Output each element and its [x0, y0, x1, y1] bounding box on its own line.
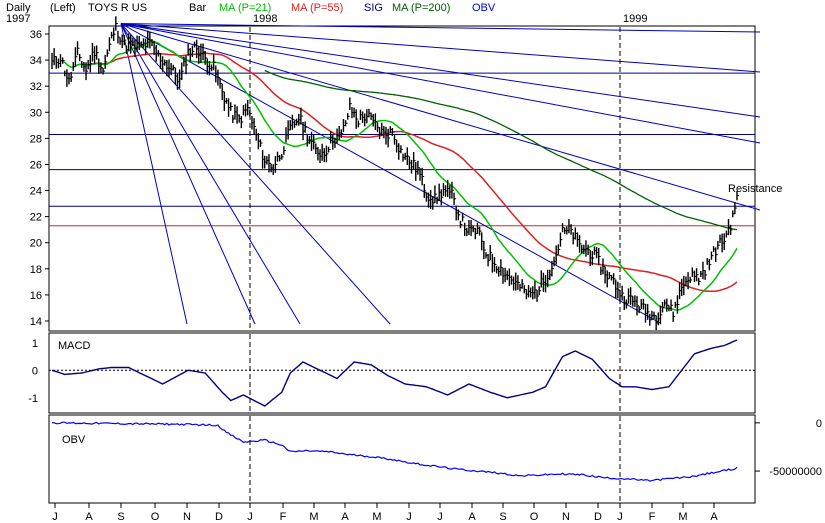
x-month-label: J: [52, 511, 58, 523]
y-tick-label: 24: [30, 186, 42, 198]
resistance-annotation: Resistance: [728, 183, 782, 195]
macd-panel-title: MACD: [58, 340, 90, 352]
fan-line: [120, 23, 761, 73]
ma200-legend: MA (P=200): [392, 2, 450, 14]
x-month-label: M: [309, 511, 318, 523]
obv-line: [51, 421, 738, 482]
obv-panel-title: OBV: [62, 434, 86, 446]
bar-legend: Bar: [189, 2, 206, 14]
ma55-line: [77, 52, 738, 293]
y-tick-label: 36: [30, 29, 42, 41]
x-month-label: M: [678, 511, 687, 523]
y-tick-label: 30: [30, 107, 42, 119]
fan-line: [120, 23, 391, 325]
obv-y-label: -50000000: [769, 466, 822, 478]
ma55-legend: MA (P=55): [291, 2, 343, 14]
x-month-label: D: [215, 511, 223, 523]
year-label-1997: 1997: [6, 13, 30, 25]
scale-label: (Left): [50, 2, 76, 14]
ma200-line: [264, 69, 738, 231]
fan-line: [120, 23, 761, 144]
fan-line: [120, 23, 256, 325]
x-month-label: A: [341, 511, 349, 523]
x-month-label: M: [372, 511, 381, 523]
x-month-label: N: [183, 511, 191, 523]
x-month-label: D: [594, 511, 602, 523]
x-month-label: F: [649, 511, 656, 523]
fan-line: [120, 23, 301, 325]
ma21-line: [62, 40, 738, 311]
y-tick-label: 32: [30, 81, 42, 93]
x-month-label: J: [406, 511, 412, 523]
y-tick-label: 34: [30, 55, 42, 67]
x-month-label: A: [468, 511, 476, 523]
x-month-label: O: [530, 511, 539, 523]
year-label-1999: 1999: [623, 13, 647, 25]
y-tick-label: 14: [30, 316, 42, 328]
period-label: Daily: [6, 2, 31, 14]
y-tick-label: 26: [30, 159, 42, 171]
y-tick-label: 20: [30, 238, 42, 250]
x-month-label: F: [280, 511, 287, 523]
sig-legend: SIG: [364, 2, 383, 14]
y-tick-label: 16: [30, 290, 42, 302]
symbol-label: TOYS R US: [88, 2, 147, 14]
obv-panel-frame: [48, 414, 756, 504]
fan-line: [120, 23, 761, 211]
year-label-1998: 1998: [253, 13, 277, 25]
y-tick-label: 22: [30, 212, 42, 224]
obv-y-label: 0: [816, 418, 822, 430]
ma21-legend: MA (P=21): [219, 2, 271, 14]
x-month-label: J: [437, 511, 443, 523]
fan-line: [120, 23, 188, 325]
y-tick-label: 18: [30, 264, 42, 276]
price-panel-frame: [48, 25, 756, 332]
y-tick-label: 28: [30, 133, 42, 145]
x-month-label: S: [117, 511, 124, 523]
x-month-label: S: [499, 511, 506, 523]
x-month-label: J: [247, 511, 253, 523]
macd-y-label: -1: [28, 393, 38, 405]
macd-y-label: 0: [32, 365, 38, 377]
macd-panel-frame: [48, 332, 756, 414]
x-month-label: A: [85, 511, 93, 523]
x-month-label: J: [617, 511, 623, 523]
fan-line: [120, 23, 761, 118]
x-month-label: N: [562, 511, 570, 523]
x-month-label: A: [710, 511, 718, 523]
macd-y-label: 1: [32, 338, 38, 350]
fan-line: [120, 23, 761, 33]
x-month-label: O: [151, 511, 160, 523]
obv-legend: OBV: [472, 2, 496, 14]
macd-line: [51, 339, 738, 407]
fan-line: [120, 23, 661, 324]
